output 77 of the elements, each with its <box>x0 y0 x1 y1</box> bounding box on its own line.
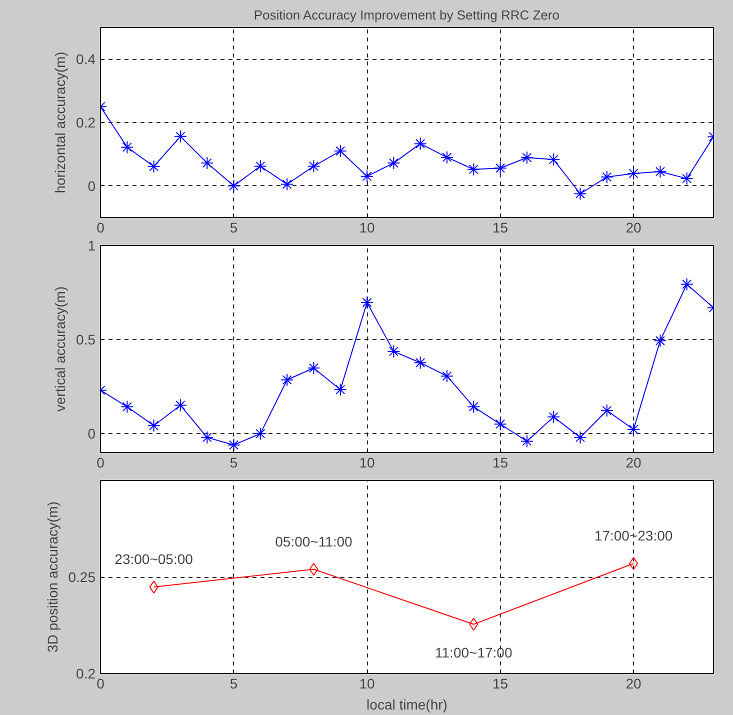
point <box>574 430 587 444</box>
y-tick-label: 0.4 <box>76 51 96 68</box>
x-tick-label: 20 <box>626 454 642 470</box>
point <box>387 344 400 358</box>
point <box>147 160 160 174</box>
point <box>574 187 587 200</box>
annotation: 17:00~23:00 <box>594 527 673 544</box>
point <box>680 278 694 291</box>
x-tick-label: 15 <box>492 220 508 236</box>
x-tick-label: 10 <box>359 220 376 236</box>
point <box>120 400 134 414</box>
x-tick-label: 15 <box>492 454 508 470</box>
point <box>467 162 480 176</box>
annotation: 05:00~11:00 <box>275 533 353 550</box>
point <box>520 434 534 448</box>
annotation: 23:00~05:00 <box>114 551 194 568</box>
point <box>680 172 694 186</box>
point <box>494 162 507 175</box>
x-tick-label: 5 <box>230 220 238 236</box>
point <box>309 562 318 576</box>
point <box>147 419 160 432</box>
point <box>494 418 507 431</box>
x-tick-label: 5 <box>230 676 238 692</box>
y-tick-label: 0 <box>88 426 96 442</box>
point <box>334 144 347 158</box>
point <box>627 422 640 436</box>
chart-title: Position Accuracy Improvement by Setting RRC Zero <box>254 8 560 22</box>
point <box>307 362 320 375</box>
point <box>174 398 187 412</box>
point <box>307 160 320 173</box>
y-tick-label: 0 <box>88 178 96 194</box>
y-axis-title: vertical accuracy(m) <box>52 286 68 412</box>
point <box>120 140 134 154</box>
point <box>520 151 534 164</box>
x-tick-label: 5 <box>230 454 238 470</box>
x-tick-label: 15 <box>492 676 508 692</box>
point <box>280 178 294 191</box>
point <box>600 404 614 418</box>
x-axis-title: local time(hr) <box>366 696 448 712</box>
point <box>629 556 638 570</box>
y-tick-label: 0.2 <box>76 114 96 130</box>
point <box>627 166 640 180</box>
point <box>547 153 560 166</box>
point <box>360 170 374 183</box>
x-tick-label: 10 <box>359 676 376 692</box>
point <box>654 334 667 348</box>
x-tick-label: 20 <box>626 220 642 236</box>
y-tick-label: 0.5 <box>76 332 96 348</box>
x-tick-label: 10 <box>359 454 376 470</box>
point <box>467 400 480 414</box>
point <box>227 179 240 192</box>
y-tick-label: 0.25 <box>68 569 96 585</box>
point <box>469 618 478 631</box>
point <box>600 170 614 184</box>
point <box>334 383 347 396</box>
point <box>440 150 454 164</box>
point <box>149 580 158 594</box>
y-axis-title: 3D position accuracy(m) <box>44 502 60 652</box>
point <box>414 356 427 370</box>
point <box>174 130 187 143</box>
y-tick-label: 1 <box>88 238 96 254</box>
point <box>654 165 667 178</box>
point <box>547 410 560 424</box>
point <box>254 427 267 440</box>
point <box>200 430 214 444</box>
point <box>414 137 427 150</box>
point <box>387 156 400 170</box>
point <box>280 373 294 386</box>
point <box>360 296 374 310</box>
point <box>440 370 454 383</box>
x-tick-label: 20 <box>626 676 642 692</box>
y-tick-label: 0.2 <box>76 666 96 682</box>
y-axis-title: horizontal accuracy(m) <box>52 52 68 194</box>
point <box>254 160 267 173</box>
point <box>200 156 214 170</box>
point <box>227 438 240 452</box>
annotation: 11:00~17:00 <box>435 644 512 660</box>
